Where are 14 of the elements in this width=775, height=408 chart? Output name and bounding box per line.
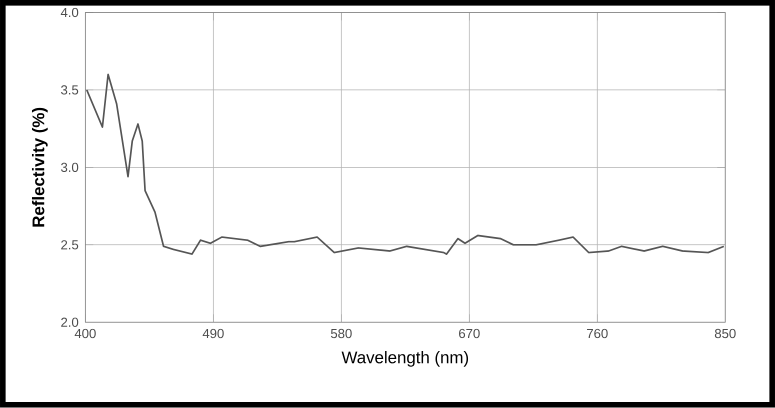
y-tick-label: 2.5 (61, 240, 78, 250)
x-tick-label: 580 (330, 329, 352, 338)
x-tick-label: 490 (202, 329, 224, 338)
y-tick-label: 3.0 (61, 162, 78, 172)
line-series (86, 74, 725, 256)
x-axis-title: Wavelength (nm) (342, 351, 468, 367)
y-tick-label: 4.0 (60, 8, 78, 18)
x-tick-label: 760 (587, 329, 608, 338)
y-tick-label: 2.0 (61, 318, 78, 328)
x-tick-label: 670 (459, 329, 480, 338)
y-tick-label: 3.5 (61, 85, 78, 95)
x-tick-label: 400 (74, 329, 96, 338)
y-axis-title: Reflectivity (%) (32, 108, 48, 227)
x-tick-label: 850 (714, 329, 736, 338)
